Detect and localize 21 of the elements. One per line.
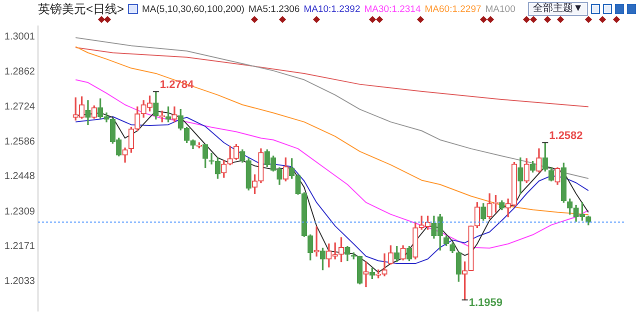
text: MA60:1.2297 [424,4,482,14]
y-tick-label: 1.2033 [4,276,36,287]
y-tick-label: 1.3001 [4,32,36,43]
candlestick [314,226,320,257]
text: 全部主题▼ [528,2,588,16]
chart-title: 英镑美元<日线> [38,0,124,18]
annotation: 1.2784 [160,79,194,92]
y-tick-label: 1.2448 [4,171,36,182]
text: MA10:1.2392 [304,4,360,14]
text: MA5:1.2306 [248,4,300,14]
y-tick-label: 1.2586 [4,136,36,148]
y-tick-label: 1.2724 [4,102,36,113]
annotation: 1.1959 [468,296,502,309]
candlestick [363,261,369,288]
text: MA100 [485,4,516,14]
text: MA30:1.2314 [364,4,421,14]
y-tick-label: 1.2171 [4,241,36,252]
chart-subtitle: MA(5,10,30,60,100,200) [142,4,244,14]
annotation: 1.2582 [549,130,583,142]
y-tick-label: 1.2309 [4,206,36,218]
y-tick-label: 1.2862 [4,66,36,78]
